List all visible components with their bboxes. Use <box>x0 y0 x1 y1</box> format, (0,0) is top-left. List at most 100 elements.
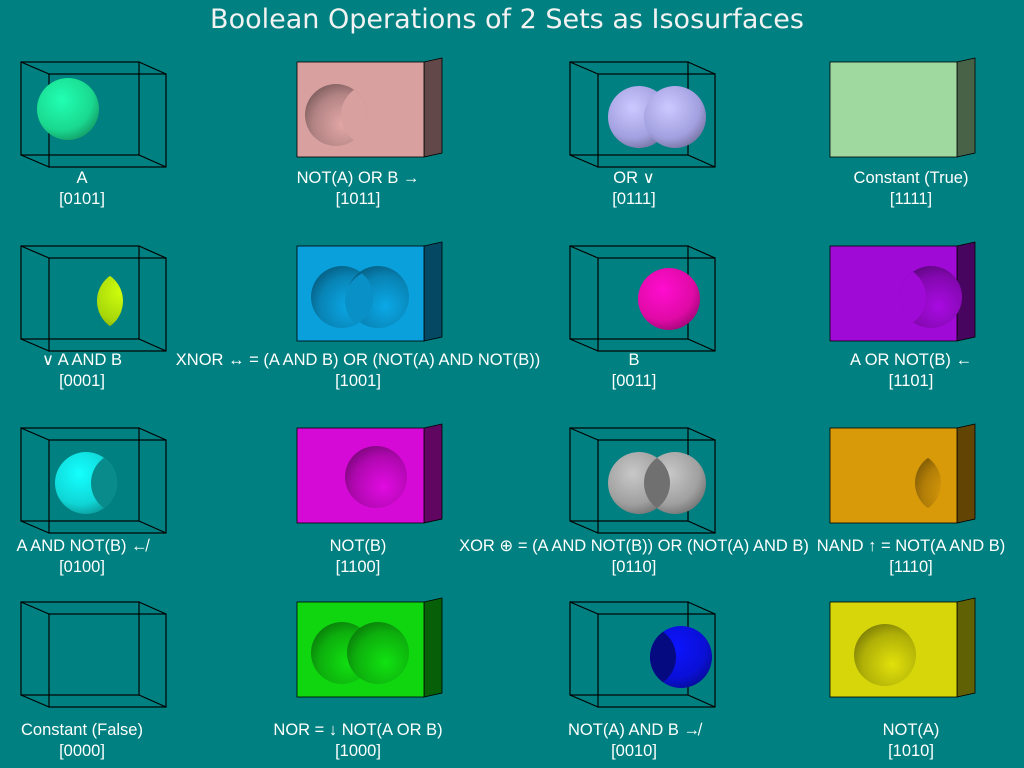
operation-label: OR ∨ [0111] <box>414 168 854 210</box>
isosurface-figure <box>569 61 716 168</box>
truth-code: [1000] <box>335 742 381 760</box>
wire-back-face <box>20 601 140 696</box>
truth-code: [0011] <box>611 372 657 390</box>
operation-name: A OR NOT(B) ← <box>850 351 972 369</box>
wire-edge <box>20 520 50 534</box>
isosurface-figure <box>296 597 443 698</box>
wire-edge <box>569 338 599 352</box>
operation-label: XNOR ↔ = (A AND B) OR (NOT(A) AND NOT(B)… <box>138 350 578 392</box>
wire-edge <box>687 520 716 534</box>
isosurface-figure <box>829 57 976 158</box>
wire-back-face <box>20 245 140 340</box>
isosurface-figure <box>20 427 167 534</box>
isosurface-box <box>829 57 976 158</box>
operation-label: A [0101] <box>0 168 302 210</box>
wire-edge <box>687 427 716 441</box>
operation-name: NAND ↑ = NOT(A AND B) <box>816 537 1006 555</box>
wire-edge <box>138 427 167 441</box>
box-front-face <box>829 61 958 158</box>
wire-edge <box>20 154 50 168</box>
wire-edge <box>687 601 716 615</box>
isosurface-figure <box>296 241 443 342</box>
wire-front-face <box>597 73 716 168</box>
truth-code: [0010] <box>611 742 657 760</box>
box-side-face <box>956 423 976 524</box>
operation-label: NOT(A) AND B ↛ [0010] <box>414 720 854 762</box>
wire-edge <box>20 338 50 352</box>
isosurface-figure <box>829 423 976 524</box>
operation-name: Constant (False) <box>21 721 143 739</box>
truth-code: [1111] <box>889 190 933 208</box>
truth-code: [0100] <box>59 558 105 576</box>
lens-surface <box>915 452 941 514</box>
wire-edge <box>20 61 50 75</box>
box-side-face <box>423 597 443 698</box>
isosurface-shape <box>900 266 962 328</box>
isosurface-box <box>829 423 976 524</box>
isosurface-figure <box>829 597 976 698</box>
wire-front-face <box>597 613 716 708</box>
operation-label: B [0011] <box>414 350 854 392</box>
crescent-region <box>55 452 117 514</box>
isosurface-shape <box>311 266 409 328</box>
operation-label: A AND NOT(B) ↚ [0100] <box>0 536 302 578</box>
wire-edge <box>20 601 50 615</box>
wire-edge <box>569 427 599 441</box>
crescent-region <box>650 626 712 688</box>
truth-code: [1100] <box>335 558 381 576</box>
sphere-b <box>644 86 706 148</box>
wire-edge <box>687 338 716 352</box>
operation-name: B <box>628 351 640 369</box>
wire-edge <box>569 61 599 75</box>
isosurface-shape <box>854 624 916 686</box>
truth-code: [0001] <box>59 372 105 390</box>
box-side-face <box>423 423 443 524</box>
wire-front-face <box>48 613 167 708</box>
wire-edge <box>138 245 167 259</box>
operation-name: XNOR ↔ = (A AND B) OR (NOT(A) AND NOT(B)… <box>175 351 541 369</box>
wire-edge <box>20 694 50 708</box>
wire-edge <box>687 61 716 75</box>
wire-front-face <box>48 439 167 534</box>
isosurface-box <box>20 427 167 534</box>
wire-edge <box>569 154 599 168</box>
wire-back-face <box>20 61 140 156</box>
xor-intersection <box>644 452 670 514</box>
wire-back-face <box>20 427 140 522</box>
wire-edge <box>569 245 599 259</box>
operation-label: Constant (True) [1111] <box>691 168 1024 210</box>
lens-cavity <box>915 452 941 514</box>
crescent-inner <box>650 626 676 688</box>
lens-surface <box>97 270 123 332</box>
isosurface-figure <box>20 61 167 168</box>
cavity-b <box>347 622 409 684</box>
wire-front-face <box>597 439 716 534</box>
wire-edge <box>20 245 50 259</box>
page-title: Boolean Operations of 2 Sets as Isosurfa… <box>210 4 804 35</box>
isosurface-shape <box>638 268 700 330</box>
box-side-face <box>956 57 976 158</box>
truth-code: [0101] <box>59 190 105 208</box>
operation-name: NOT(A) AND B ↛ <box>567 721 700 739</box>
isosurface-figure <box>569 245 716 352</box>
xnor-intersection <box>345 270 373 328</box>
operation-name: ∨ A AND B <box>42 351 122 369</box>
isosurface-shape <box>650 626 712 688</box>
truth-code: [1001] <box>335 372 381 390</box>
sphere-b <box>638 268 700 330</box>
truth-code: [0111] <box>612 190 656 208</box>
lens-region <box>97 270 123 332</box>
isosurface-figure <box>296 423 443 524</box>
operation-name: NOT(A) OR B → <box>296 169 420 187</box>
isosurface-shape <box>55 452 117 514</box>
isosurface-shape <box>305 84 367 146</box>
isosurface-shape <box>311 622 409 684</box>
wire-edge <box>687 154 716 168</box>
operation-name: OR ∨ <box>613 169 655 187</box>
isosurface-figure <box>20 601 167 708</box>
isosurface-box <box>20 601 167 708</box>
crescent-cavity <box>305 84 367 146</box>
operation-label: A OR NOT(B) ← [1101] <box>691 350 1024 392</box>
operation-name: NOR = ↓ NOT(A OR B) <box>273 721 443 739</box>
operation-label: NOR = ↓ NOT(A OR B) [1000] <box>138 720 578 762</box>
